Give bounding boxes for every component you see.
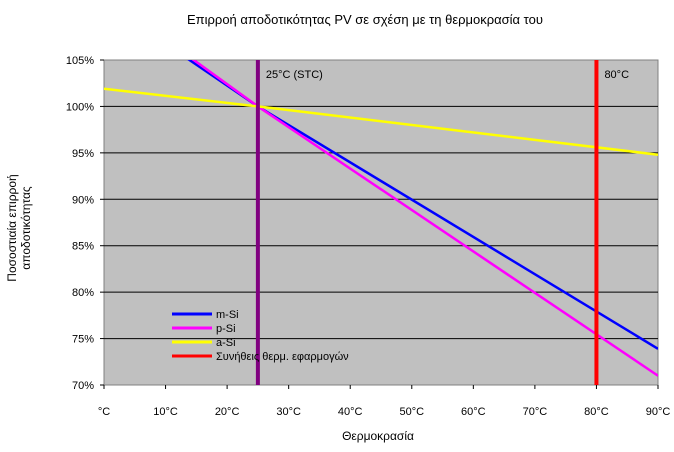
x-tick-label-8: 80°C: [584, 406, 609, 418]
legend-label-0: m-Si: [216, 309, 239, 321]
x-tick-label-6: 60°C: [461, 406, 486, 418]
y-tick-label-7: 105%: [66, 55, 94, 67]
reference-lines-layer: 25°C (STC) 80°C: [255, 60, 629, 385]
y-tick-label-3: 85%: [72, 241, 94, 253]
legend-label-1: p-Si: [216, 323, 236, 335]
x-axis-title: Θερμοκρασία: [342, 429, 414, 443]
y-tick-label-6: 100%: [66, 101, 94, 113]
x-tick-label-4: 40°C: [338, 406, 363, 418]
x-tick-label-3: 30°C: [276, 406, 301, 418]
axis-layer: 70% 75% 80% 85% 90% 95% 100% 105% °C 10°C 20°C 30°C…: [66, 55, 670, 418]
chart-title: Επιρροή αποδοτικότητας PV σε σχέση με τη…: [187, 12, 543, 27]
y-axis-title-line-1: Ποσοστιαία επιρροή: [5, 174, 19, 281]
legend-label-3: Συνήθεις θερμ. εφαρμογών: [216, 351, 349, 363]
x-tick-label-2: 20°C: [215, 406, 240, 418]
y-tick-label-1: 75%: [72, 334, 94, 346]
y-tick-label-0: 70%: [72, 380, 94, 392]
reference-line-label-0: 25°C (STC): [266, 69, 323, 81]
x-tick-label-5: 50°C: [399, 406, 424, 418]
y-tick-label-2: 80%: [72, 287, 94, 299]
x-tick-label-1: 10°C: [153, 406, 178, 418]
legend-label-2: a-Si: [216, 337, 236, 349]
y-tick-label-5: 95%: [72, 148, 94, 160]
y-axis-title-line-2: αποδοτικότητας: [19, 186, 33, 270]
x-tick-label-7: 70°C: [523, 406, 548, 418]
x-tick-label-0: °C: [98, 406, 110, 418]
plot-area: [103, 59, 659, 386]
grid-layer: [104, 105, 658, 340]
x-tick-label-9: 90°C: [646, 406, 671, 418]
y-tick-label-4: 90%: [72, 194, 94, 206]
legend: m-Si p-Si a-Si Συνήθεις θερμ. εφαρμογών: [172, 309, 349, 363]
reference-line-label-1: 80°C: [604, 69, 629, 81]
